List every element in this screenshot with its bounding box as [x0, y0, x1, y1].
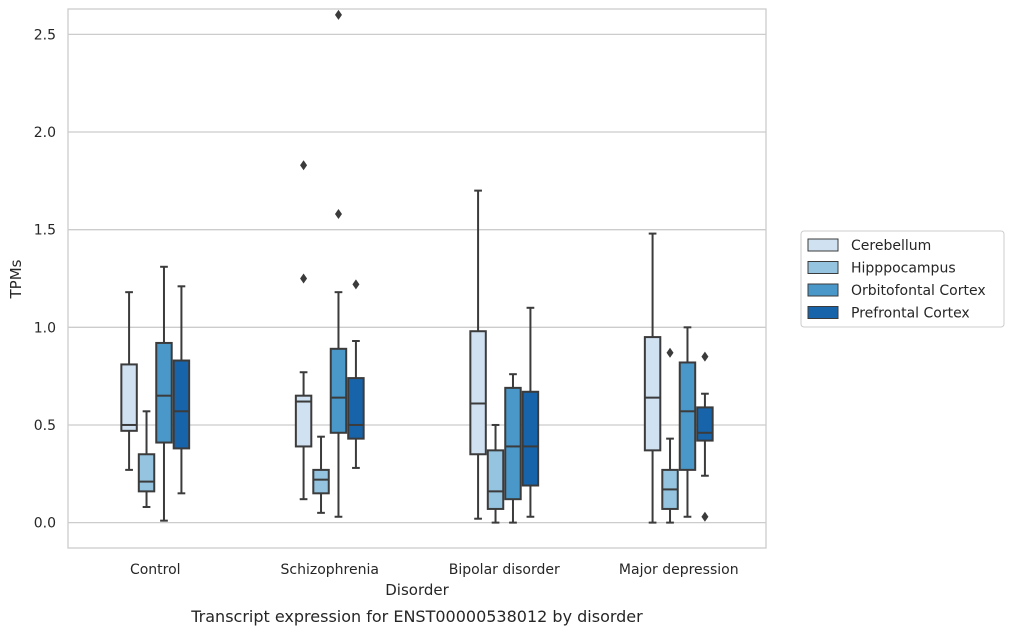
box-body — [294, 394, 313, 448]
x-tick-label: Bipolar disorder — [449, 562, 560, 578]
grid — [68, 33, 766, 524]
legend-frame — [800, 230, 1005, 328]
plot-frame — [67, 8, 767, 549]
outlier-point — [701, 511, 709, 522]
legend-swatch — [807, 283, 839, 297]
y-axis-label: TPMs — [7, 259, 25, 299]
box-cerebellum — [643, 232, 662, 524]
box-body — [155, 341, 173, 444]
legend: Cerebellum Hipppocampus Orbitofontal Corte… — [800, 230, 1005, 328]
outlier-point — [666, 347, 674, 358]
box-orbitofontal-cortex — [155, 265, 173, 522]
box-body — [696, 406, 714, 442]
box-prefrontal-cortex — [696, 351, 714, 522]
box-body — [172, 359, 191, 450]
box-prefrontal-cortex — [347, 279, 365, 469]
outlier-point — [701, 351, 709, 362]
outlier-point — [334, 9, 342, 20]
box-body — [347, 377, 365, 440]
chart-caption: Transcript expression for ENST0000053801… — [190, 607, 643, 626]
box-prefrontal-cortex — [172, 285, 191, 495]
box-hipppocampus — [137, 410, 156, 508]
outlier-point — [300, 160, 308, 171]
x-tick-labels: Control Schizophrenia Bipolar disorder Majo… — [130, 562, 739, 578]
y-tick-label: 2.0 — [34, 125, 56, 141]
y-tick-label: 2.5 — [34, 27, 56, 43]
y-tick-label: 0.0 — [34, 516, 56, 532]
legend-label: Hipppocampus — [851, 261, 956, 277]
boxes — [120, 9, 714, 524]
y-tick-labels: 0.0 0.5 1.0 1.5 2.0 2.5 — [34, 27, 56, 531]
box-body — [643, 336, 662, 452]
box-body — [120, 363, 138, 432]
x-axis-label: Disorder — [385, 581, 449, 599]
legend-label: Prefrontal Cortex — [851, 306, 970, 322]
legend-swatch — [807, 306, 839, 319]
outlier-point — [334, 209, 342, 220]
box-body — [312, 468, 330, 495]
box-body — [329, 347, 348, 434]
box-body — [504, 386, 522, 501]
outlier-point — [300, 273, 308, 284]
legend-swatch — [807, 261, 839, 274]
y-tick-label: 1.5 — [34, 223, 56, 239]
box-prefrontal-cortex — [521, 306, 540, 518]
box-body — [137, 453, 156, 493]
legend-label: Cerebellum — [851, 238, 931, 254]
box-orbitofontal-cortex — [678, 326, 697, 518]
x-tick-label: Major depression — [619, 562, 739, 578]
box-orbitofontal-cortex — [504, 373, 522, 524]
outlier-point — [352, 279, 360, 290]
box-hipppocampus — [661, 347, 679, 524]
box-orbitofontal-cortex — [329, 9, 348, 518]
y-tick-label: 0.5 — [34, 418, 56, 434]
legend-swatch — [807, 238, 839, 252]
x-tick-label: Schizophrenia — [281, 562, 379, 578]
y-tick-label: 1.0 — [34, 320, 56, 336]
box-hipppocampus — [486, 423, 505, 524]
box-hipppocampus — [312, 435, 330, 514]
x-tick-label: Control — [130, 562, 181, 578]
box-cerebellum — [469, 189, 487, 520]
legend-label: Orbitofontal Cortex — [851, 283, 986, 299]
box-cerebellum — [120, 291, 138, 471]
box-body — [521, 390, 540, 487]
box-cerebellum — [294, 160, 313, 501]
box-body — [469, 330, 487, 456]
box-body — [486, 449, 505, 510]
box-body — [678, 361, 697, 471]
